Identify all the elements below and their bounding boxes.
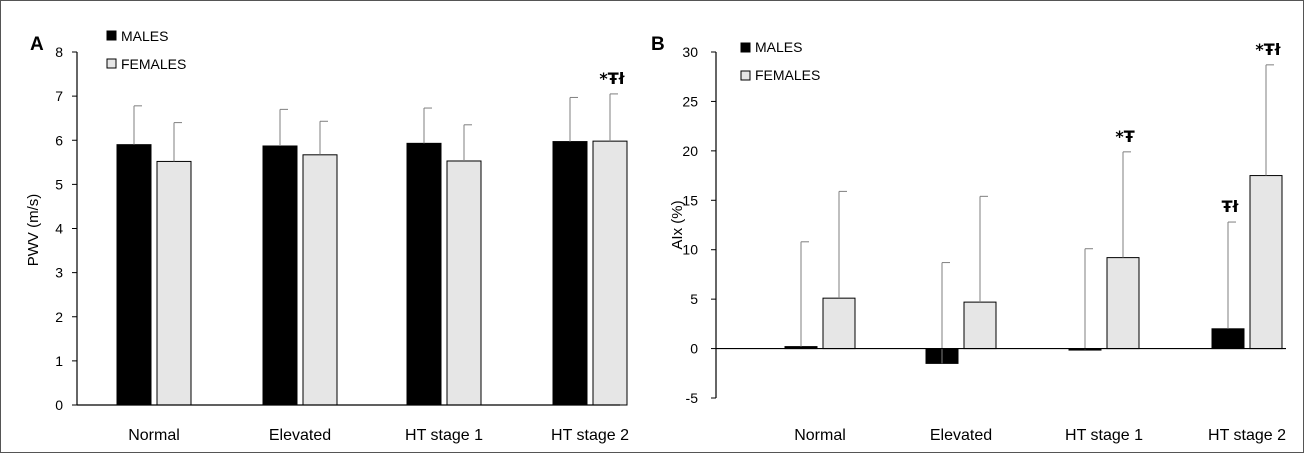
legend-swatch-males-b xyxy=(740,42,751,53)
legend-swatch-females-a xyxy=(106,58,117,69)
panel-a-bar-females-normal xyxy=(156,160,192,406)
panel-a-label: A xyxy=(30,34,44,55)
panel-b-y-tick-label: 30 xyxy=(682,44,698,60)
panel-b-y-axis-title: AIx (%) xyxy=(669,200,686,249)
panel-b-significance-annotation: *Ŧ xyxy=(1115,127,1134,146)
panel-a-category-label: HT stage 2 xyxy=(551,427,629,444)
panel-a-y-tick-label: 5 xyxy=(55,176,63,192)
panel-a-bar-males-ht-stage-1 xyxy=(406,142,442,406)
panel-a-y-tick-label: 0 xyxy=(55,397,63,413)
panel-b-bar-females-ht-stage-1 xyxy=(1106,257,1140,350)
panel-b-y-tick-label: 25 xyxy=(682,93,698,109)
panel-b-bar-females-ht-stage-2 xyxy=(1249,175,1283,350)
panel-a: A PWV (m/s) MALES FEMALES 0 1 2 3 4 5 6 7 8 Norma… xyxy=(25,28,629,444)
panel-a-y-tick-label: 4 xyxy=(55,221,63,237)
panel-b-label: B xyxy=(651,34,665,55)
panel-a-y-tick-label: 8 xyxy=(55,44,63,60)
panel-a-y-tick-label: 3 xyxy=(55,265,63,281)
panel-b-y-tick-label: -5 xyxy=(686,390,699,406)
panel-a-y-tick-label: 2 xyxy=(55,309,63,325)
panel-a-y-tick-label: 7 xyxy=(55,88,63,104)
panel-b-y-tick-label: 5 xyxy=(690,291,698,307)
panel-a-category-label: HT stage 1 xyxy=(405,427,483,444)
panel-b-category-label: Normal xyxy=(794,427,846,444)
panel-a-y-axis-title: PWV (m/s) xyxy=(25,194,42,267)
legend-label-males-a: MALES xyxy=(121,28,168,44)
panel-b-category-label: HT stage 1 xyxy=(1065,427,1143,444)
panel-b-category-label: HT stage 2 xyxy=(1208,427,1286,444)
panel-b-bar-females-elevated xyxy=(963,301,997,350)
panel-b-category-label: Elevated xyxy=(930,427,992,444)
panel-b-significance-annotation: Ŧł xyxy=(1222,197,1240,216)
legend-label-males-b: MALES xyxy=(755,39,802,55)
panel-b-y-tick-label: 10 xyxy=(682,242,698,258)
panel-a-bar-females-elevated xyxy=(302,154,338,406)
panel-a-bar-females-ht-stage-2 xyxy=(592,140,628,406)
panel-a-bar-males-ht-stage-2 xyxy=(552,141,588,406)
panel-a-legend: MALES FEMALES xyxy=(106,28,186,72)
legend-swatch-males-a xyxy=(106,30,117,41)
legend-label-females-b: FEMALES xyxy=(755,67,820,83)
panel-a-y-tick-label: 6 xyxy=(55,132,63,148)
panel-a-significance-annotation: *Ŧł xyxy=(599,69,625,88)
legend-label-females-a: FEMALES xyxy=(121,56,186,72)
panel-a-bar-females-ht-stage-1 xyxy=(446,160,482,406)
panel-b-bar-males-ht-stage-2 xyxy=(1211,328,1245,350)
panel-a-category-label: Normal xyxy=(128,427,180,444)
panel-b-bar-females-normal xyxy=(822,297,856,350)
panel-a-category-label: Elevated xyxy=(269,427,331,444)
panel-b-y-tick-label: 15 xyxy=(682,192,698,208)
panel-a-bar-males-elevated xyxy=(262,145,298,406)
panel-b-y-tick-label: 20 xyxy=(682,143,698,159)
panel-b-significance-annotation: *Ŧł xyxy=(1255,40,1281,59)
panel-b: B AIx (%) MALES FEMALES -5 0 5 10 15 20 25 30 No… xyxy=(651,34,1286,444)
legend-swatch-females-b xyxy=(740,70,751,81)
panel-b-legend: MALES FEMALES xyxy=(740,39,820,83)
panel-a-bar-males-normal xyxy=(116,144,152,406)
panel-b-y-tick-label: 0 xyxy=(690,341,698,357)
panel-a-y-tick-label: 1 xyxy=(55,353,63,369)
